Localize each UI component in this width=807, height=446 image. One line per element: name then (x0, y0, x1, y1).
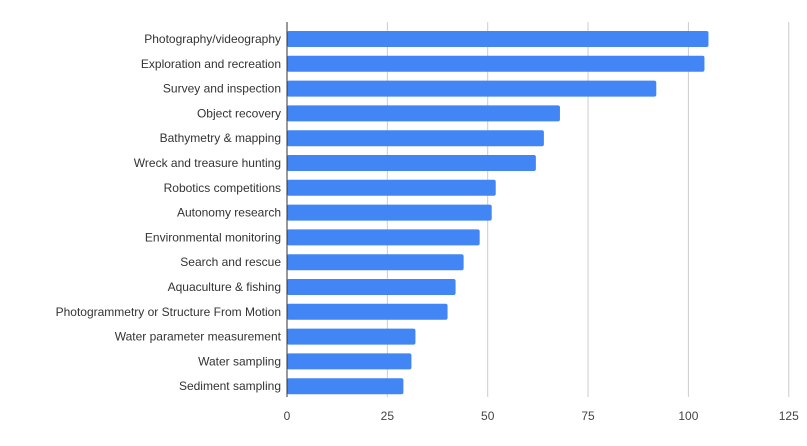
category-label: Water sampling (198, 354, 281, 368)
bar-8 (287, 229, 480, 246)
x-tick-label: 50 (481, 409, 495, 423)
category-label: Survey and inspection (163, 82, 281, 96)
x-tick-label: 100 (678, 409, 698, 423)
category-label: Autonomy research (177, 206, 281, 220)
category-label: Environmental monitoring (145, 230, 281, 244)
category-label: Photography/videography (144, 32, 281, 46)
bar-6 (287, 179, 496, 196)
category-label: Exploration and recreation (141, 57, 281, 71)
bar-9 (287, 254, 464, 271)
x-tick-label: 75 (581, 409, 595, 423)
category-label: Water parameter measurement (115, 330, 282, 344)
bar-0 (287, 31, 709, 47)
x-tick-label: 0 (284, 409, 291, 423)
bar-13 (287, 353, 412, 370)
bar-14 (287, 378, 404, 395)
category-label: Sediment sampling (179, 379, 281, 393)
category-label: Photogrammetry or Structure From Motion (56, 305, 281, 319)
category-label: Aquaculture & fishing (168, 280, 281, 294)
x-tick-label: 25 (381, 409, 395, 423)
bars (287, 31, 709, 395)
bar-11 (287, 303, 448, 320)
bar-4 (287, 130, 544, 147)
category-label: Object recovery (197, 106, 281, 120)
category-labels: Photography/videography Exploration and r… (56, 32, 282, 393)
x-tick-label: 125 (779, 409, 799, 423)
bar-5 (287, 155, 536, 171)
bar-2 (287, 80, 657, 97)
category-label: Wreck and treasure hunting (134, 156, 281, 170)
category-label: Robotics competitions (164, 181, 281, 195)
bar-10 (287, 279, 456, 295)
bar-12 (287, 328, 416, 345)
bar-1 (287, 55, 705, 72)
bar-3 (287, 105, 560, 122)
category-label: Search and rescue (180, 255, 281, 269)
x-tick-labels: 0 25 50 75 100 125 (284, 409, 799, 423)
category-label: Bathymetry & mapping (160, 131, 281, 145)
bar-7 (287, 204, 492, 221)
